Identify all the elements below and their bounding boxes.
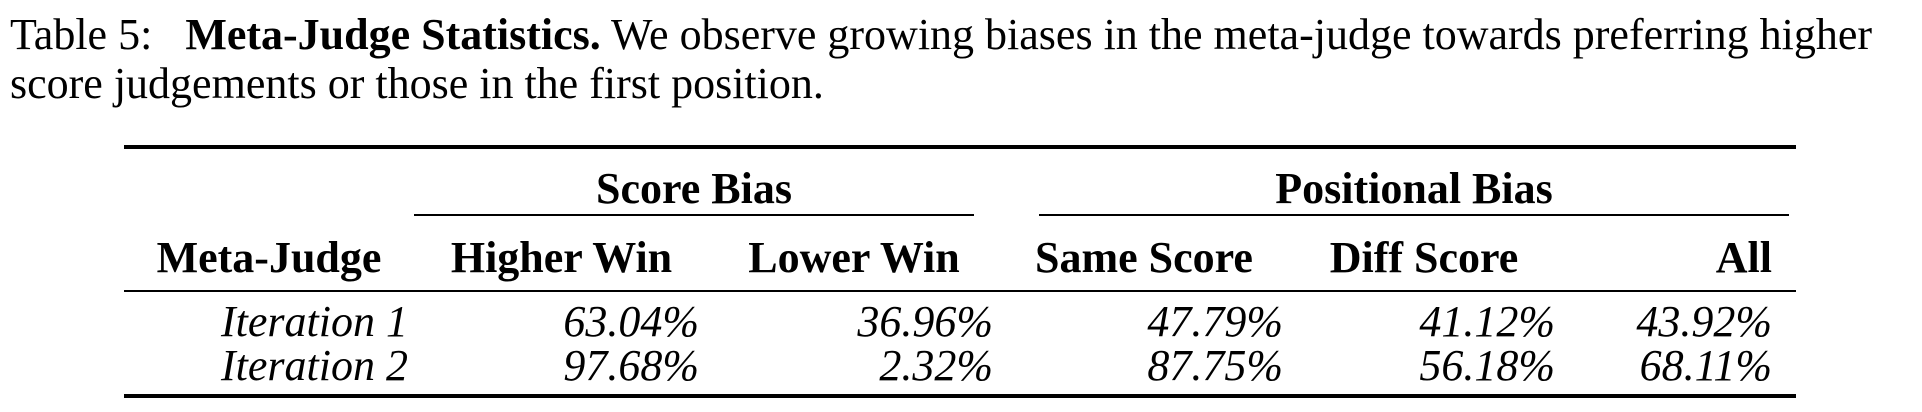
- group-header-positional-bias: Positional Bias: [999, 145, 1797, 224]
- cell-lower-win: 2.32%: [709, 344, 999, 398]
- header-all: All: [1559, 224, 1797, 292]
- cell-same-score: 47.79%: [1147, 297, 1283, 346]
- group-label-positional-bias: Positional Bias: [1275, 164, 1553, 213]
- caption-label: Table 5:: [10, 10, 153, 59]
- header-diff-score: Diff Score: [1289, 224, 1559, 292]
- cell-lower-win: 36.96%: [857, 297, 993, 346]
- group-label-score-bias: Score Bias: [596, 164, 792, 213]
- cell-diff-score: 41.12%: [1419, 297, 1555, 346]
- group-header-row: Score Bias Positional Bias: [124, 145, 1797, 224]
- caption-title: Meta-Judge Statistics.: [185, 10, 601, 59]
- header-higher-win: Higher Win: [414, 224, 709, 292]
- group-header-score-bias: Score Bias: [414, 145, 999, 224]
- table-row: Iteration 1 63.04% 36.96% 47.79% 41.12% …: [124, 291, 1796, 344]
- meta-judge-statistics-table: Score Bias Positional Bias Meta-Judge Hi…: [124, 145, 1797, 398]
- table-row: Iteration 2 97.68% 2.32% 87.75% 56.18% 6…: [124, 344, 1797, 398]
- cell-diff-score: 56.18%: [1289, 344, 1559, 398]
- header-same-score: Same Score: [999, 224, 1289, 292]
- caption-text: We observe growing biases in the meta-ju…: [10, 10, 1873, 108]
- cell-higher-win: 63.04%: [563, 297, 699, 346]
- cell-meta-judge: Iteration 2: [124, 344, 414, 398]
- table-caption: Table 5: Meta-Judge Statistics. We obser…: [10, 10, 1910, 108]
- cell-meta-judge: Iteration 1: [221, 297, 408, 346]
- cell-higher-win: 97.68%: [414, 344, 709, 398]
- cell-same-score: 87.75%: [999, 344, 1289, 398]
- group-header-empty: [124, 145, 414, 224]
- cell-all: 68.11%: [1559, 344, 1797, 398]
- header-meta-judge: Meta-Judge: [124, 224, 414, 292]
- cell-all: 43.92%: [1636, 297, 1773, 346]
- column-header-row: Meta-Judge Higher Win Lower Win Same Sco…: [124, 224, 1797, 292]
- header-lower-win: Lower Win: [709, 224, 999, 292]
